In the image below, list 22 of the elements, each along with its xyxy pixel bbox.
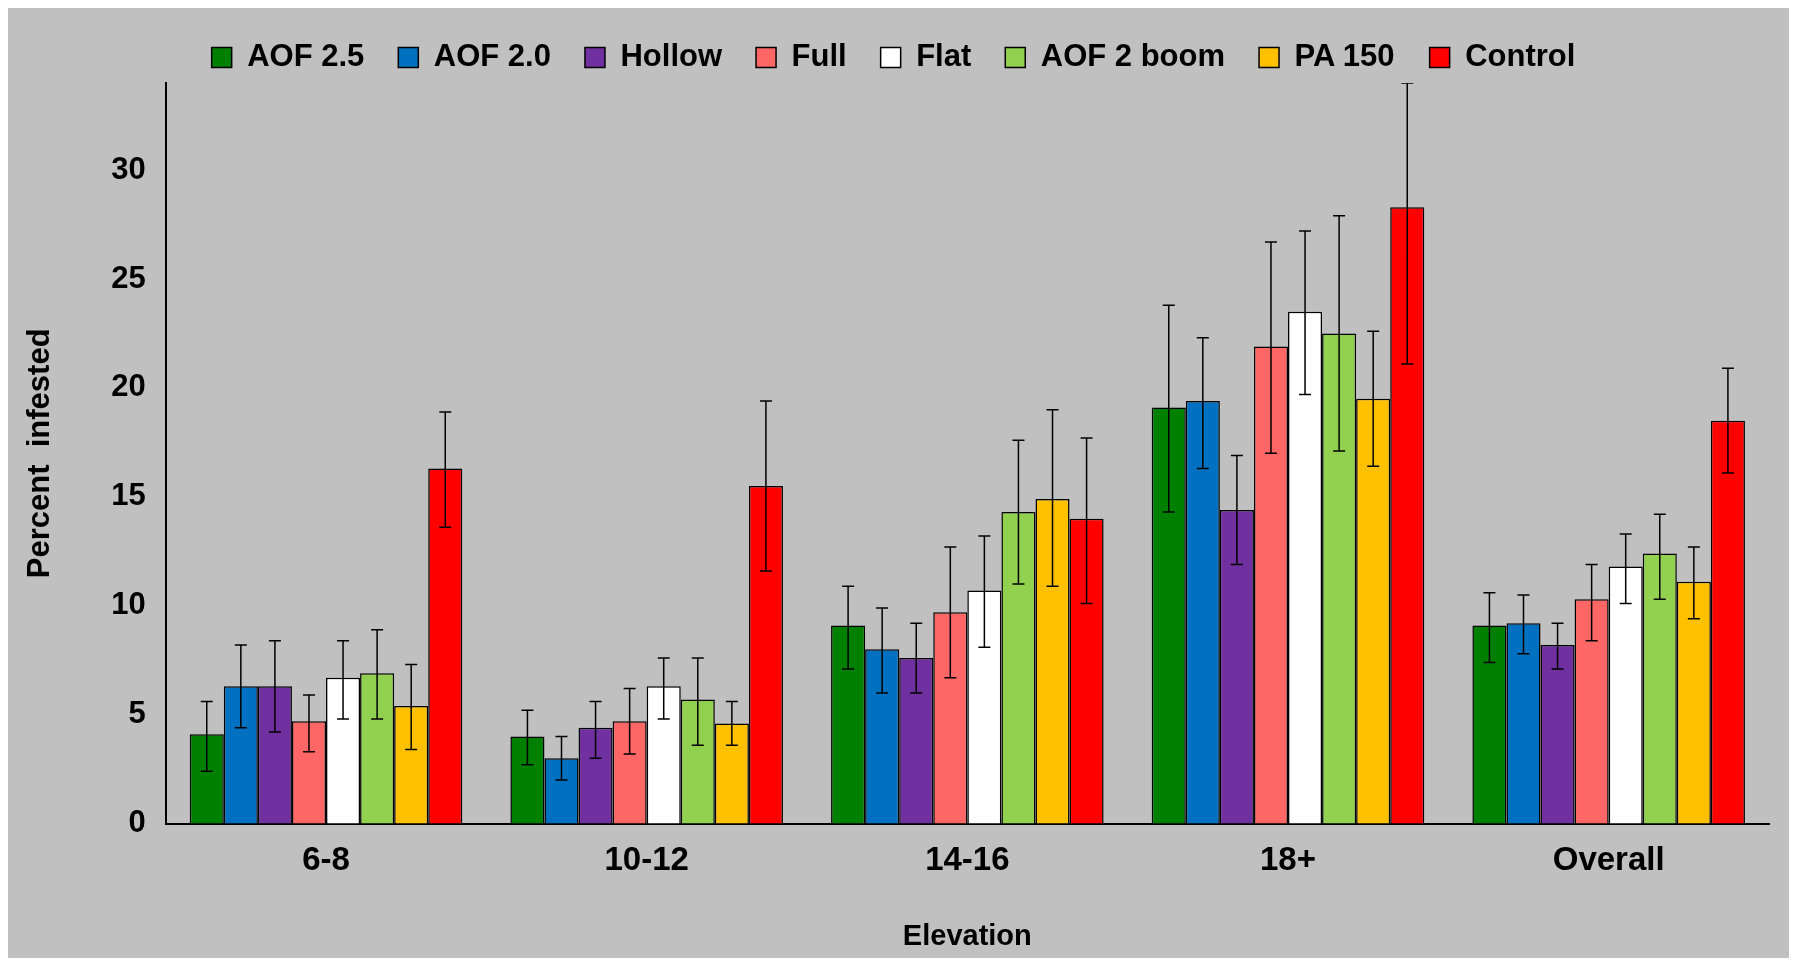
- legend-label: PA 150: [1294, 38, 1395, 74]
- legend-label: Flat: [916, 38, 972, 74]
- x-tick-label: 6-8: [302, 840, 350, 878]
- legend-label: Full: [791, 38, 847, 74]
- x-tick-label: Overall: [1552, 840, 1665, 878]
- x-tick-label: 14-16: [925, 840, 1010, 878]
- legend-label: Control: [1465, 38, 1576, 74]
- legend-label: AOF 2 boom: [1040, 38, 1226, 74]
- y-tick-label: 30: [111, 150, 146, 186]
- legend-label: AOF 2.0: [433, 38, 551, 74]
- y-tick-label: 0: [128, 804, 146, 840]
- x-tick-label: 10-12: [604, 840, 689, 878]
- y-tick-label: 20: [111, 368, 146, 404]
- legend-label: AOF 2.5: [247, 38, 365, 74]
- legend-label: Hollow: [620, 38, 723, 74]
- y-tick-label: 25: [111, 259, 146, 295]
- y-axis-title: Percent infested: [21, 328, 57, 579]
- x-axis-title: Elevation: [902, 918, 1032, 951]
- y-tick-label: 10: [111, 586, 146, 622]
- y-tick-label: 15: [111, 477, 146, 513]
- x-tick-label: 18+: [1260, 840, 1316, 878]
- y-tick-label: 5: [128, 695, 146, 731]
